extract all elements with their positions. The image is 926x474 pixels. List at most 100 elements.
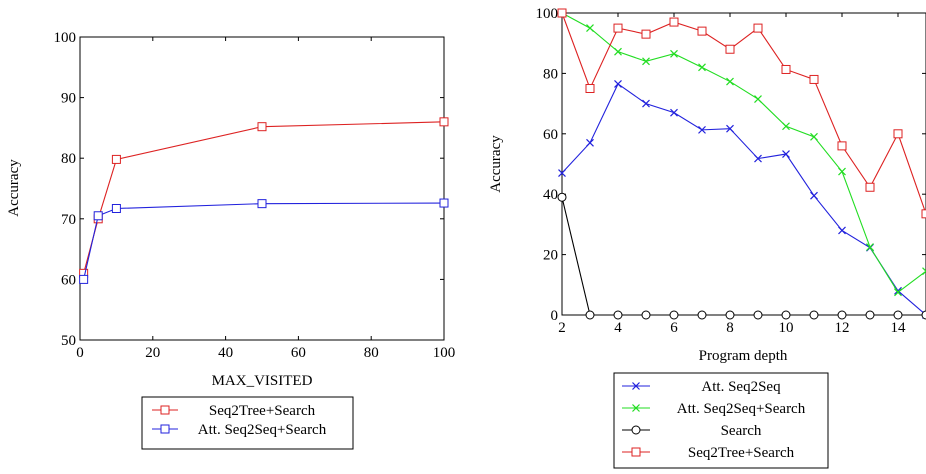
data-point xyxy=(753,23,763,33)
series-seq2tree-search xyxy=(79,117,449,278)
data-point xyxy=(866,243,874,251)
series-search xyxy=(557,192,926,320)
data-point xyxy=(614,80,622,88)
legend-label: Seq2Tree+Search xyxy=(209,403,316,419)
y-tick-label: 50 xyxy=(61,333,76,349)
data-point xyxy=(439,198,449,208)
data-point xyxy=(837,141,847,151)
series-layer xyxy=(79,117,449,284)
data-point xyxy=(781,310,791,320)
data-point xyxy=(641,310,651,320)
data-point xyxy=(557,8,567,18)
x-axis-label: MAX_VISITED xyxy=(212,373,313,389)
data-point xyxy=(726,77,734,86)
data-point xyxy=(641,29,651,39)
data-point xyxy=(726,124,734,133)
legend-swatch-marker xyxy=(160,405,170,415)
data-point xyxy=(698,63,706,72)
data-point xyxy=(557,192,567,202)
y-tick-label: 80 xyxy=(543,66,558,82)
x-tick-label: 10 xyxy=(779,320,794,336)
x-tick-label: 4 xyxy=(614,320,622,336)
x-tick-label: 60 xyxy=(291,345,306,361)
y-tick-label: 40 xyxy=(543,187,558,203)
data-point xyxy=(614,47,622,56)
x-tick-label: 20 xyxy=(145,345,160,361)
data-point xyxy=(725,44,735,54)
data-point xyxy=(781,64,791,74)
x-tick-label: 2 xyxy=(558,320,566,336)
data-point xyxy=(865,182,875,192)
data-point xyxy=(642,57,650,66)
y-tick-label: 70 xyxy=(61,212,76,228)
series-line xyxy=(83,121,445,274)
y-tick-label: 80 xyxy=(61,151,76,167)
data-point xyxy=(558,169,566,177)
data-point xyxy=(782,150,790,158)
legend-label: Att. Seq2Seq+Search xyxy=(198,422,327,438)
data-point xyxy=(810,191,818,200)
y-tick-label: 100 xyxy=(536,6,559,22)
tick-labels: 0 20 40 60 80 100 50 60 70 80 90 100 xyxy=(54,30,456,361)
data-point xyxy=(753,310,763,320)
data-point xyxy=(697,26,707,36)
legend-entry: Att. Seq2Seq xyxy=(622,379,781,395)
x-tick-label: 6 xyxy=(670,320,678,336)
data-point xyxy=(586,138,594,147)
x-tick-label: 14 xyxy=(891,320,907,336)
legend: Att. Seq2Seq Att. Seq2Seq+Search Search Seq… xyxy=(613,372,829,469)
legend-swatch-marker xyxy=(160,424,170,434)
y-tick-label: 90 xyxy=(61,91,76,107)
y-tick-label: 0 xyxy=(551,308,559,324)
legend-swatch-marker xyxy=(631,447,641,457)
data-point xyxy=(698,125,706,134)
data-point xyxy=(111,154,121,164)
x-tick-label: 0 xyxy=(76,345,84,361)
data-point xyxy=(697,310,707,320)
series-line xyxy=(561,12,926,294)
legend-label: Att. Seq2Seq+Search xyxy=(677,401,806,417)
data-point xyxy=(810,132,818,141)
data-point xyxy=(754,154,762,163)
data-point xyxy=(79,274,89,284)
data-point xyxy=(838,167,846,176)
y-tick-label: 60 xyxy=(61,272,76,288)
data-point xyxy=(585,84,595,93)
data-point xyxy=(893,129,903,139)
data-point xyxy=(865,310,875,320)
legend-swatch-marker xyxy=(632,404,640,412)
legend-entry: Att. Seq2Seq+Search xyxy=(622,401,806,417)
legend-frame xyxy=(141,396,354,450)
series-line xyxy=(561,197,926,316)
legend-swatch-marker xyxy=(632,382,640,390)
data-point xyxy=(669,17,679,27)
data-point xyxy=(809,74,819,84)
data-point xyxy=(439,117,449,127)
legend-label: Search xyxy=(721,423,762,439)
series-att-seq2seq-search xyxy=(558,9,926,297)
series-att-seq2seq-search xyxy=(79,198,449,284)
tick-marks xyxy=(79,36,445,341)
data-point xyxy=(922,267,926,276)
y-axis-label: Accuracy xyxy=(488,135,504,193)
data-point xyxy=(782,122,790,131)
chart-max-visited: 0 20 40 60 80 100 50 60 70 80 90 100 MAX_VISITED Ac… xyxy=(6,30,456,450)
data-point xyxy=(257,199,267,209)
legend: Seq2Tree+Search Att. Seq2Seq+Search xyxy=(141,396,354,450)
data-point xyxy=(670,49,678,58)
data-point xyxy=(754,95,762,103)
legend-entry: Seq2Tree+Search xyxy=(152,403,316,419)
data-point xyxy=(613,23,623,33)
y-tick-label: 60 xyxy=(543,127,558,143)
data-point xyxy=(894,288,902,297)
plot-area-frame xyxy=(561,12,926,316)
data-point xyxy=(257,122,267,132)
legend-label: Att. Seq2Seq xyxy=(701,379,781,395)
legend-swatch-marker xyxy=(631,425,641,435)
legend-entry: Seq2Tree+Search xyxy=(622,445,795,461)
legend-entry: Search xyxy=(622,423,762,439)
series-seq2tree-search xyxy=(557,8,926,219)
y-tick-label: 100 xyxy=(54,30,77,46)
series-layer xyxy=(557,8,926,320)
